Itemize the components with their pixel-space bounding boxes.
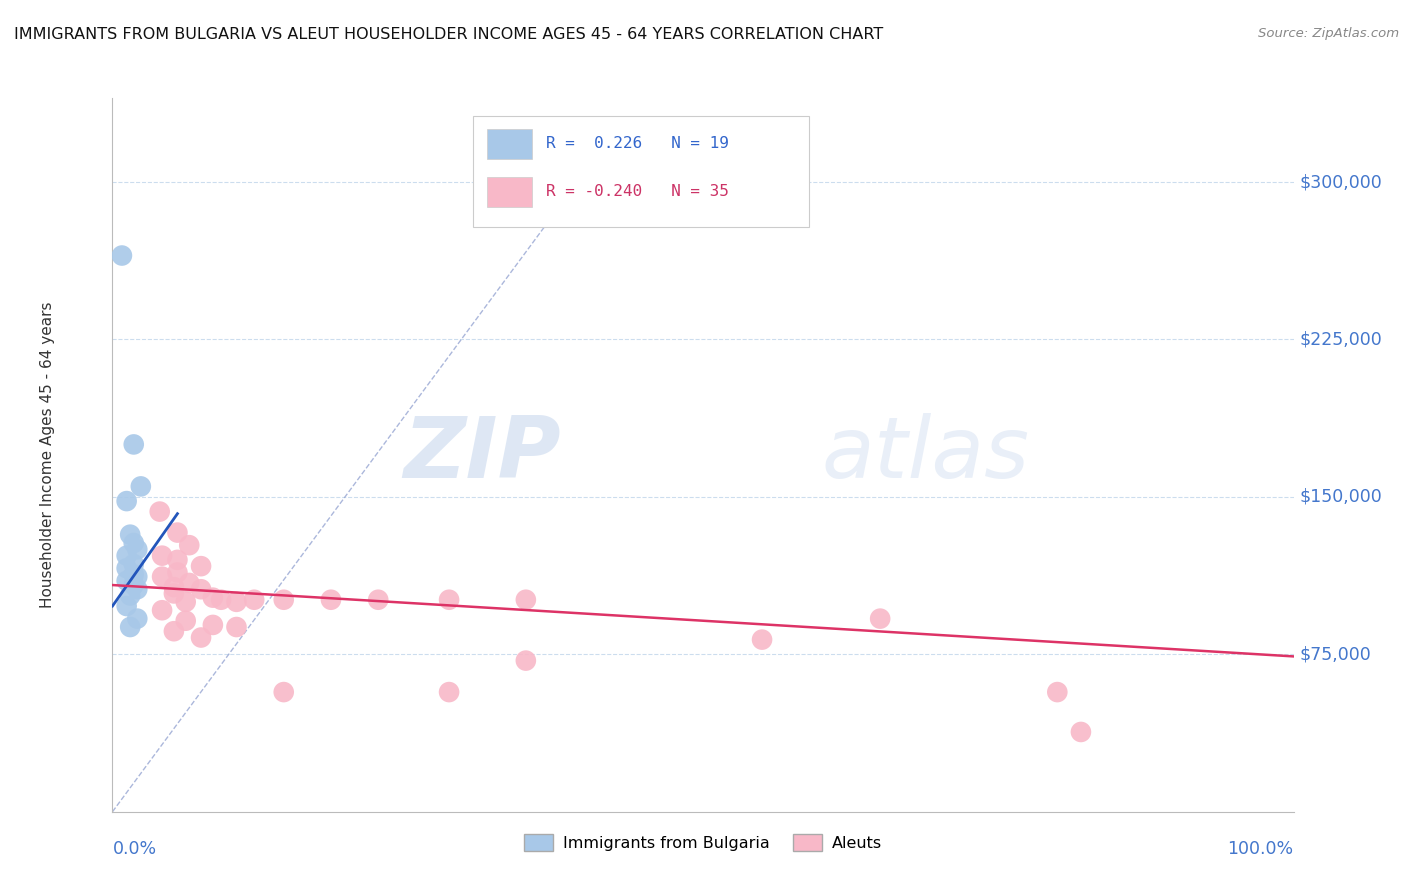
Point: [751, 632, 773, 647]
Point: [201, 591, 224, 605]
Point: [149, 505, 172, 519]
Point: [150, 549, 173, 563]
Point: [174, 614, 197, 628]
Point: [150, 603, 173, 617]
Point: [120, 527, 142, 541]
Point: [273, 685, 295, 699]
Point: [437, 685, 460, 699]
Point: [115, 561, 138, 575]
Point: [437, 592, 460, 607]
Text: 0.0%: 0.0%: [112, 840, 156, 858]
Point: [515, 592, 537, 607]
Point: [179, 538, 201, 552]
Point: [127, 569, 149, 583]
Point: [225, 595, 247, 609]
Point: [201, 618, 224, 632]
FancyBboxPatch shape: [486, 178, 531, 207]
Text: $150,000: $150,000: [1299, 488, 1382, 506]
Point: [179, 576, 201, 591]
Point: [127, 612, 149, 626]
Point: [166, 553, 188, 567]
Text: IMMIGRANTS FROM BULGARIA VS ALEUT HOUSEHOLDER INCOME AGES 45 - 64 YEARS CORRELAT: IMMIGRANTS FROM BULGARIA VS ALEUT HOUSEH…: [14, 27, 883, 42]
Point: [127, 582, 149, 597]
Point: [163, 624, 186, 639]
Point: [129, 479, 152, 493]
Point: [115, 574, 138, 588]
Text: Householder Income Ages 45 - 64 years: Householder Income Ages 45 - 64 years: [39, 301, 55, 608]
FancyBboxPatch shape: [486, 128, 531, 159]
Point: [122, 437, 145, 451]
Text: 100.0%: 100.0%: [1227, 840, 1294, 858]
Text: $225,000: $225,000: [1299, 330, 1382, 349]
Point: [209, 592, 232, 607]
Point: [115, 549, 138, 563]
Point: [122, 578, 145, 592]
Text: atlas: atlas: [821, 413, 1029, 497]
Text: Source: ZipAtlas.com: Source: ZipAtlas.com: [1258, 27, 1399, 40]
Point: [111, 248, 134, 262]
FancyBboxPatch shape: [472, 116, 810, 227]
Point: [225, 620, 247, 634]
Text: R =  0.226   N = 19: R = 0.226 N = 19: [546, 136, 728, 151]
Point: [120, 589, 142, 603]
Point: [122, 536, 145, 550]
Point: [174, 595, 197, 609]
Point: [367, 592, 389, 607]
Text: $300,000: $300,000: [1299, 173, 1382, 191]
Point: [115, 599, 138, 613]
Point: [515, 654, 537, 668]
Point: [163, 586, 186, 600]
Point: [1046, 685, 1069, 699]
Legend: Immigrants from Bulgaria, Aleuts: Immigrants from Bulgaria, Aleuts: [517, 828, 889, 857]
Point: [150, 569, 173, 583]
Point: [120, 620, 142, 634]
Point: [190, 631, 212, 645]
Point: [190, 559, 212, 574]
Point: [243, 592, 266, 607]
Point: [190, 582, 212, 597]
Point: [115, 494, 138, 508]
Point: [273, 592, 295, 607]
Point: [1070, 725, 1092, 739]
Text: R = -0.240   N = 35: R = -0.240 N = 35: [546, 184, 728, 199]
Point: [163, 580, 186, 594]
Point: [319, 592, 342, 607]
Text: ZIP: ZIP: [404, 413, 561, 497]
Text: $75,000: $75,000: [1299, 645, 1371, 664]
Point: [122, 557, 145, 571]
Point: [122, 567, 145, 582]
Point: [127, 542, 149, 557]
Point: [869, 612, 891, 626]
Point: [166, 525, 188, 540]
Point: [166, 566, 188, 580]
